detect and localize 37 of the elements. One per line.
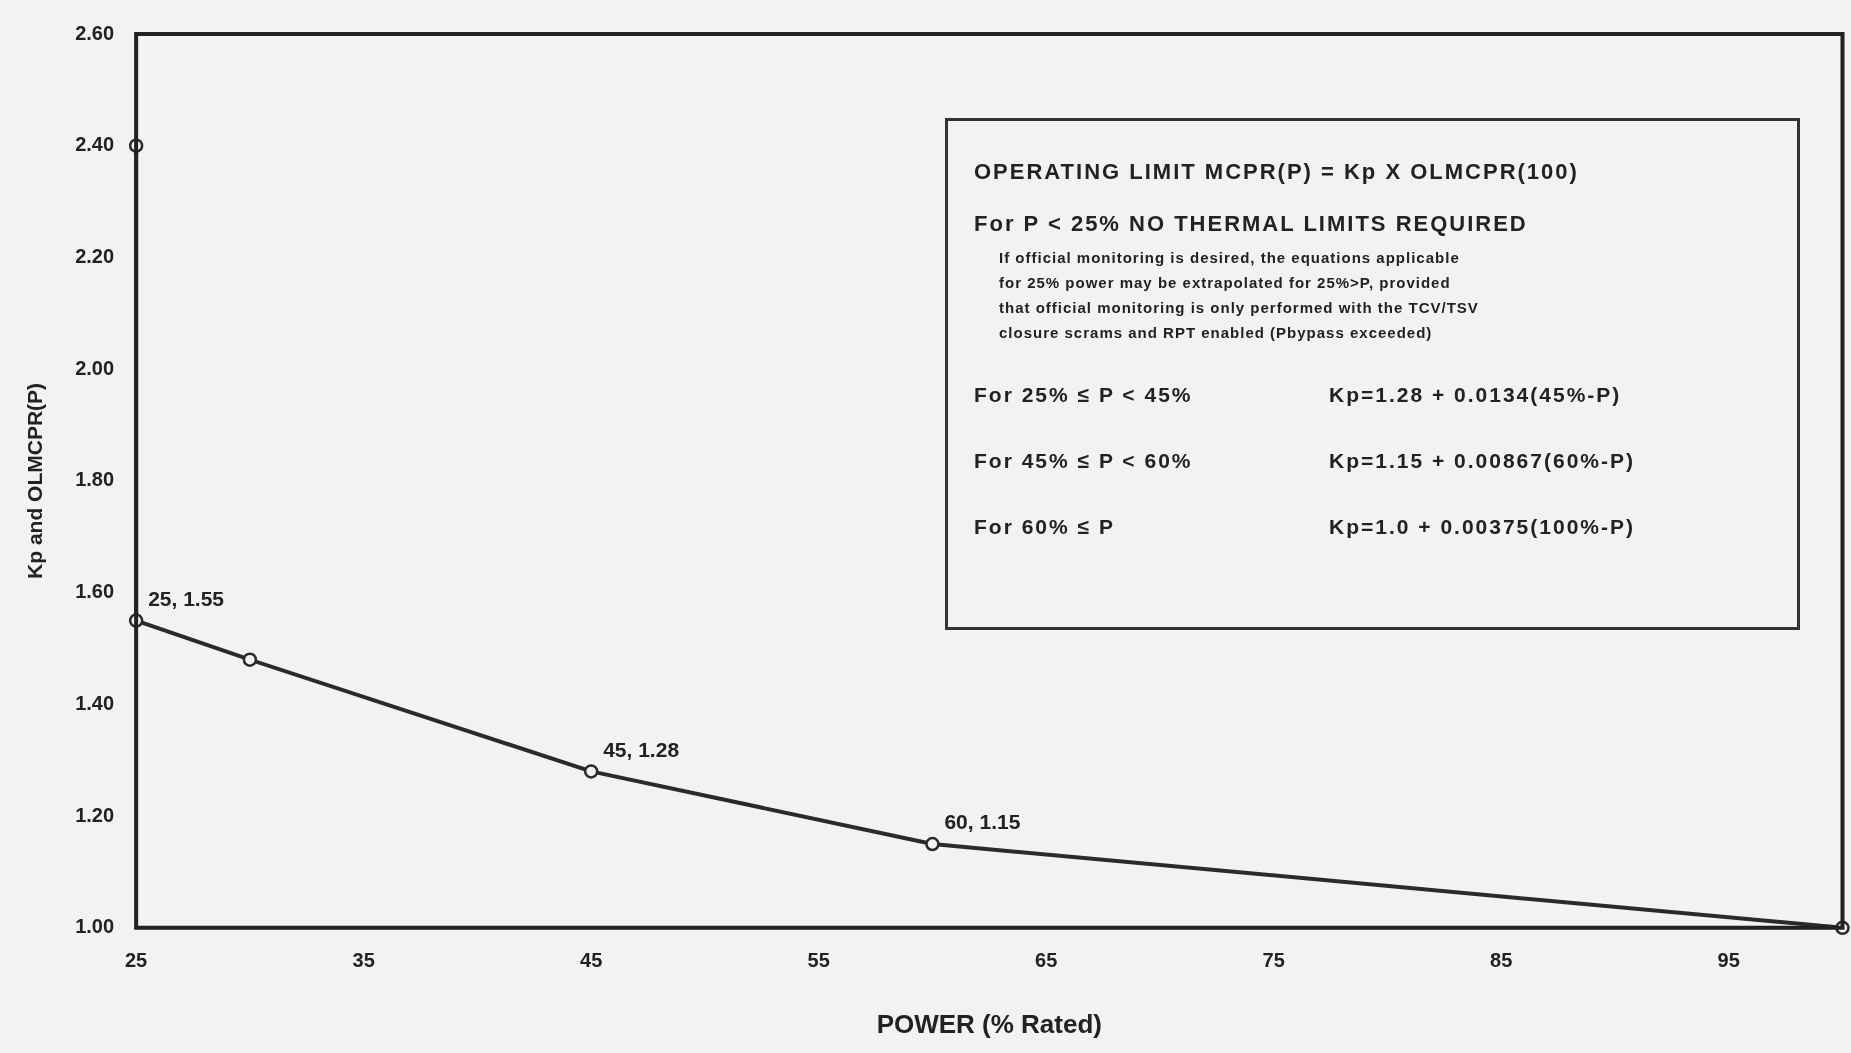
- annotation: Kp=1.28 + 0.0134(45%-P): [1329, 383, 1623, 407]
- x-tick-label: 35: [352, 949, 375, 972]
- y-tick-label: 2.00: [75, 356, 115, 379]
- annotation: Kp=1.15 + 0.00867(60%-P): [1329, 449, 1636, 473]
- annotation: Kp=1.0 + 0.00375(100%-P): [1329, 515, 1636, 539]
- x-tick-label: 55: [807, 949, 830, 972]
- x-tick-label: 95: [1717, 949, 1740, 972]
- annotation: that official monitoring is only performed with the TCV/TSV: [999, 298, 1480, 318]
- x-tick-label: 65: [1035, 949, 1058, 972]
- point: [242, 652, 258, 667]
- x-tick-label: 75: [1262, 949, 1285, 972]
- x-tick-label: 25: [125, 949, 148, 972]
- annotation: For 60% ≤ P: [974, 515, 1116, 539]
- annotation: 45, 1.28: [603, 737, 680, 761]
- y-axis-title: Kp and OLMCPR(P): [23, 382, 47, 579]
- annotation: For 45% ≤ P < 60%: [974, 449, 1194, 473]
- y-tick-label: 1.60: [75, 580, 115, 603]
- annotation: For 25% ≤ P < 45%: [974, 383, 1194, 407]
- x-axis-title: POWER (% Rated): [876, 1008, 1102, 1039]
- y-tick-label: 2.40: [75, 133, 115, 156]
- annotation: for 25% power may be extrapolated for 25%>P, provided: [999, 273, 1452, 293]
- y-tick-label: 1.20: [75, 803, 115, 826]
- y-tick-label: 2.20: [75, 244, 115, 267]
- annotation: If official monitoring is desired, the equations applicable: [999, 248, 1461, 268]
- point: [925, 836, 940, 852]
- x-tick-label: 45: [580, 949, 603, 972]
- y-tick-label: 1.40: [75, 691, 115, 714]
- y-tick-label: 1.80: [75, 468, 115, 491]
- annotation: OPERATING LIMIT MCPR(P) = Kp X OLMCPR(100): [974, 159, 1580, 185]
- annotation: 25, 1.55: [148, 586, 225, 610]
- annotation: For P < 25% NO THERMAL LIMITS REQUIRED: [974, 211, 1529, 237]
- y-tick-label: 2.60: [75, 21, 115, 44]
- annotation: closure scrams and RPT enabled (Pbypass exceeded): [999, 323, 1434, 343]
- point: [583, 764, 599, 779]
- y-tick-label: 1.00: [75, 915, 115, 938]
- annotation: 60, 1.15: [944, 810, 1021, 834]
- x-tick-label: 85: [1490, 949, 1513, 972]
